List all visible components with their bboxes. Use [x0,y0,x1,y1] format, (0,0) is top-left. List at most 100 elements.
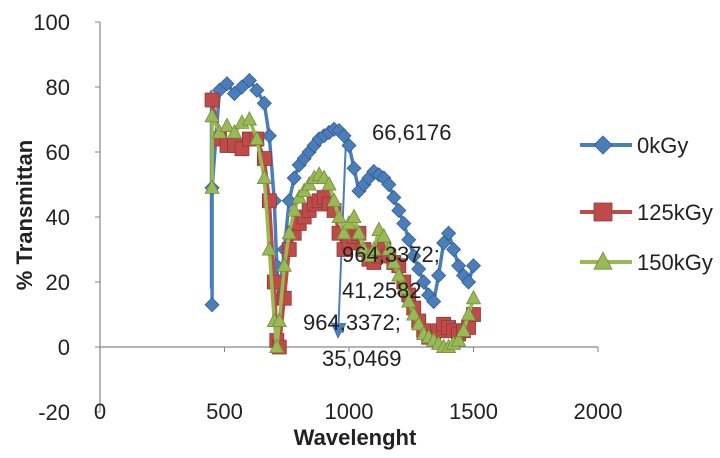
y-tick-label: 80 [46,75,70,100]
y-axis-title: % Transmittan [12,140,37,290]
series-0kGy [204,72,482,313]
data-point [204,297,220,313]
series-line [210,78,476,305]
data-point [376,227,392,243]
legend-item-0kGy: 0kGy [580,133,688,158]
annotations: 66,6176 964,3372; 41,2582 964,3372; 35,0469 [303,120,452,371]
data-point [450,258,467,274]
data-point [341,137,357,154]
data-point [281,224,297,240]
data-point [465,258,482,274]
data-point [226,123,243,139]
data-point [455,322,472,337]
x-tick-label: 500 [206,399,243,424]
data-point [411,315,427,331]
data-point [271,312,287,328]
data-point [286,201,302,217]
data-point [431,267,447,284]
data-point [346,208,362,224]
data-point [436,235,452,251]
annotation-line: 41,2582 [342,278,422,303]
y-tick-label: -20 [38,400,70,425]
data-point [331,208,347,224]
data-point [266,274,282,290]
data-point [346,160,362,176]
data-point [416,274,432,290]
series-group [204,72,482,355]
data-point [249,82,265,98]
annotation-label: 964,3372; 35,0469 [303,310,402,371]
data-point [441,225,457,241]
legend: 0kGy 125kGy 150kGy [580,133,713,275]
y-tick-label: 40 [46,205,70,230]
legend-marker [593,251,613,270]
data-point [351,224,367,240]
data-point [276,257,292,272]
data-point [321,175,337,191]
data-point [460,305,477,321]
data-point [426,293,442,310]
y-tick-label: 0 [58,335,70,360]
data-point [366,240,382,256]
annotation-line: 66,6176 [372,120,452,145]
legend-item-150kGy: 150kGy [580,250,713,275]
y-tick-label: 20 [46,270,70,295]
legend-marker [593,202,613,222]
data-point [386,189,402,206]
data-point [381,176,397,193]
data-point [219,76,235,92]
annotation-line: 35,0469 [322,346,402,371]
x-tick-label: 2000 [574,399,623,424]
legend-item-125kGy: 125kGy [580,200,713,225]
data-point [446,241,462,258]
data-point [269,338,285,354]
data-point [256,95,272,111]
data-point [460,274,477,290]
data-point [281,193,297,209]
data-point [204,92,220,108]
data-point [249,130,265,146]
data-point [396,215,412,232]
data-point [381,240,397,256]
data-point [396,279,412,295]
data-point [406,305,422,321]
data-point [386,253,402,269]
x-tick-label: 0 [94,399,106,424]
axis-labels: % Transmittan Wavelenght [12,140,417,450]
data-point [256,169,273,185]
annotation-label: 964,3372; 41,2582 [342,242,440,303]
data-point [261,240,277,256]
legend-label: 0kGy [637,133,688,158]
data-point [204,107,220,123]
x-axis-title: Wavelenght [294,425,417,450]
data-point [391,266,407,282]
y-tick-label: 100 [33,10,70,35]
data-point [326,192,342,207]
data-point [465,289,482,305]
data-point [401,292,417,308]
annotation-line: 964,3372; [342,242,440,267]
annotation-line: 964,3372; [303,310,401,335]
data-point [391,202,407,219]
data-point [286,170,302,186]
legend-label: 150kGy [637,250,713,275]
data-point [261,128,277,144]
y-tick-label: 60 [46,140,70,165]
data-point [411,261,427,277]
data-point [241,110,258,126]
data-point [219,117,235,133]
data-point [336,128,352,144]
data-point [241,72,257,89]
x-tick-label: 1500 [449,399,498,424]
data-point [204,179,220,194]
legend-marker [593,135,613,155]
x-tick-label: 1000 [325,399,374,424]
legend-label: 125kGy [637,200,713,225]
data-point [450,331,467,347]
data-point [336,224,352,240]
data-point [406,248,422,264]
series-150kGy [204,107,482,354]
